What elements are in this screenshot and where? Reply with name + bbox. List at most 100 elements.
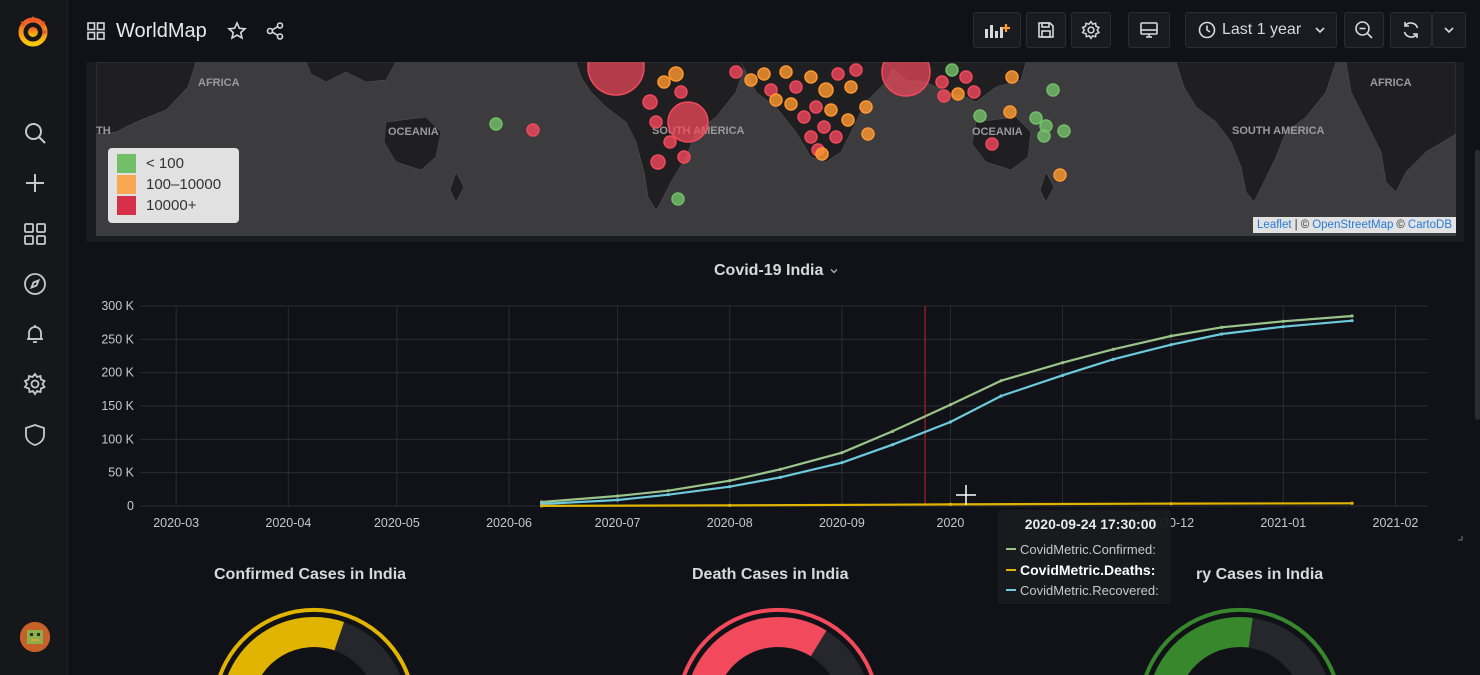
panel-resize-handle[interactable] xyxy=(1458,536,1463,541)
save-icon xyxy=(1038,22,1054,38)
chart-title[interactable]: Covid-19 India xyxy=(714,262,824,279)
y-tick-label: 250 K xyxy=(101,332,134,346)
world-map[interactable]: AFRICA OCEANIA SOUTH AMERICA OCEANIA SOU… xyxy=(96,62,1456,236)
gauge-recovered xyxy=(1144,607,1336,675)
legend-label: < 100 xyxy=(146,155,184,172)
data-point xyxy=(728,503,732,507)
x-tick-label: 2021-02 xyxy=(1373,516,1419,530)
data-point xyxy=(666,493,670,497)
tooltip-series-label: CovidMetric.Confirmed: xyxy=(1020,541,1156,557)
gauge-title-recovered[interactable]: ry Cases in India xyxy=(1196,566,1324,583)
worldmap-panel: AFRICA OCEANIA SOUTH AMERICA OCEANIA SOU… xyxy=(86,62,1464,242)
tooltip-row: CovidMetric.Recovered: xyxy=(1006,580,1163,601)
map-label: AFRICA xyxy=(198,77,240,89)
dashboards-icon[interactable] xyxy=(20,219,50,249)
data-point xyxy=(1281,319,1285,323)
star-icon[interactable] xyxy=(226,21,247,41)
y-tick-label: 0 xyxy=(127,499,134,513)
data-point xyxy=(778,475,782,479)
legend-item: 100–10000 xyxy=(117,174,230,195)
explore-compass-icon[interactable] xyxy=(20,269,50,299)
tooltip-row: CovidMetric.Confirmed: xyxy=(1006,539,1163,560)
share-icon[interactable] xyxy=(265,21,285,41)
legend-item: 10000+ xyxy=(117,195,230,216)
data-point xyxy=(778,467,782,471)
data-point xyxy=(1169,502,1173,506)
data-point xyxy=(948,403,953,407)
data-point xyxy=(1220,332,1224,336)
data-point xyxy=(1169,343,1173,347)
data-point xyxy=(1060,361,1065,365)
x-tick-label: 2021-01 xyxy=(1260,516,1306,530)
data-point xyxy=(1350,314,1354,318)
chevron-down-icon xyxy=(1315,27,1325,34)
data-point xyxy=(890,429,895,433)
cycle-view-mode-button[interactable] xyxy=(1128,12,1170,48)
legend-swatch xyxy=(117,154,136,173)
alerting-bell-icon[interactable] xyxy=(20,319,50,349)
search-icon[interactable] xyxy=(20,118,50,148)
gauge-title-deaths[interactable]: Death Cases in India xyxy=(692,566,849,583)
legend-label: 100–10000 xyxy=(146,176,222,193)
add-panel-icon xyxy=(985,24,1010,38)
data-point xyxy=(840,461,844,465)
dashboard-settings-button[interactable] xyxy=(1071,12,1111,48)
series-line xyxy=(541,319,1353,506)
dashboard-title-wrap: WorldMap xyxy=(86,16,285,46)
gauge-confirmed xyxy=(218,607,410,675)
shield-icon[interactable] xyxy=(20,420,50,450)
cog-icon xyxy=(1081,20,1101,40)
plus-icon[interactable] xyxy=(20,168,50,198)
map-canvas: AFRICA OCEANIA SOUTH AMERICA OCEANIA SOU… xyxy=(96,62,1456,236)
data-point xyxy=(1350,501,1354,505)
data-point xyxy=(1169,334,1173,338)
data-point xyxy=(666,489,670,493)
clock-icon xyxy=(1198,21,1216,39)
map-label: AFRICA xyxy=(1370,77,1412,89)
data-point xyxy=(890,443,895,447)
leaflet-link[interactable]: Leaflet xyxy=(1257,219,1292,231)
chevron-down-icon xyxy=(1444,27,1454,34)
y-tick-label: 200 K xyxy=(101,366,134,380)
time-range-picker[interactable]: Last 1 year xyxy=(1185,12,1337,48)
data-point xyxy=(1111,347,1115,351)
user-avatar[interactable] xyxy=(20,622,50,652)
gauge-value-arc xyxy=(1154,617,1253,675)
x-tick-label: 2020-07 xyxy=(595,516,641,530)
data-point xyxy=(999,394,1003,398)
x-tick-label: 2020-09 xyxy=(819,516,865,530)
monitor-icon xyxy=(1140,22,1158,38)
openstreetmap-link[interactable]: OpenStreetMap xyxy=(1312,219,1394,231)
gauge-threshold-ring xyxy=(682,607,874,675)
gauge-value-arc xyxy=(227,617,345,675)
tooltip-series-color xyxy=(1006,548,1016,551)
gauge-title-confirmed[interactable]: Confirmed Cases in India xyxy=(214,566,407,583)
chevron-down-icon xyxy=(830,269,838,274)
data-point xyxy=(728,485,732,489)
covid-india-graph[interactable]: 0 50 K 100 K 150 K 200 K 250 K 300 K 2020-03 202… xyxy=(86,296,1464,546)
grafana-logo[interactable] xyxy=(14,12,52,50)
y-tick-label: 50 K xyxy=(108,466,134,480)
refresh-button[interactable] xyxy=(1390,12,1432,48)
tooltip-time: 2020-09-24 17:30:00 xyxy=(1024,516,1157,532)
refresh-interval-dropdown[interactable] xyxy=(1432,12,1466,48)
gauge-threshold-ring xyxy=(218,607,410,675)
chart-panel-header[interactable]: Covid-19 India xyxy=(714,262,839,280)
tooltip-series-label: CovidMetric.Recovered: xyxy=(1020,582,1159,598)
tooltip-series-color xyxy=(1006,568,1016,571)
cartodb-link[interactable]: CartoDB xyxy=(1407,219,1452,231)
zoom-out-icon xyxy=(1355,21,1373,39)
add-panel-button[interactable] xyxy=(973,12,1021,48)
gauge-value-arc xyxy=(692,616,827,675)
data-point xyxy=(948,502,953,506)
save-dashboard-button[interactable] xyxy=(1026,12,1066,48)
zoom-out-button[interactable] xyxy=(1344,12,1384,48)
page-scrollbar[interactable] xyxy=(1475,150,1480,420)
settings-gear-icon[interactable] xyxy=(20,369,50,399)
y-tick-label: 100 K xyxy=(101,432,134,446)
data-point xyxy=(539,504,544,508)
sidebar xyxy=(0,0,68,675)
dashboard-title[interactable]: WorldMap xyxy=(116,19,207,42)
data-point xyxy=(728,479,732,483)
data-point xyxy=(999,379,1003,383)
